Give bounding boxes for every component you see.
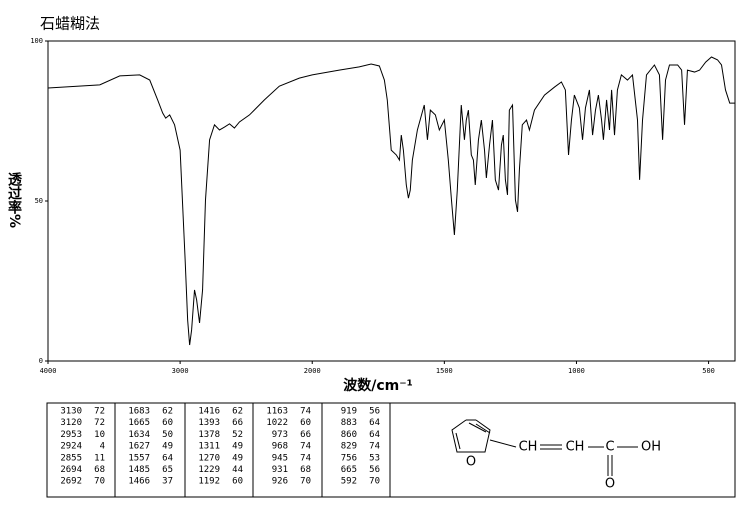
- peak-wavenumber: 1634: [128, 430, 150, 440]
- x-tick-label: 1000: [568, 367, 585, 375]
- peak-transmittance: 65: [162, 465, 173, 475]
- peak-wavenumber: 2694: [60, 465, 82, 475]
- chart-title: 石蜡糊法: [40, 15, 100, 33]
- peak-wavenumber: 1229: [198, 465, 220, 475]
- peak-wavenumber: 3120: [60, 418, 82, 428]
- peak-transmittance: 44: [232, 465, 243, 475]
- peak-transmittance: 66: [232, 418, 243, 428]
- peak-transmittance: 64: [369, 418, 380, 428]
- x-axis-label: 波数/cm⁻¹: [343, 377, 413, 394]
- peak-transmittance: 74: [369, 442, 380, 452]
- x-tick-label: 500: [702, 367, 715, 375]
- ring-bond: [455, 432, 461, 450]
- ring-bond: [475, 423, 491, 434]
- peak-wavenumber: 1683: [128, 407, 150, 417]
- peak-transmittance: 10: [94, 430, 105, 440]
- ring-bond: [451, 419, 491, 453]
- peak-wavenumber: 1163: [266, 407, 288, 417]
- peak-transmittance: 4: [100, 442, 105, 452]
- peak-wavenumber: 883: [341, 418, 357, 428]
- peak-transmittance: 64: [369, 430, 380, 440]
- y-tick-label: 100: [30, 37, 43, 45]
- x-tick-label: 4000: [40, 367, 57, 375]
- table-frame: [46, 402, 736, 498]
- peak-wavenumber: 592: [341, 477, 357, 487]
- peak-transmittance: 74: [300, 407, 311, 417]
- peak-wavenumber: 2924: [60, 442, 82, 452]
- peak-transmittance: 50: [162, 430, 173, 440]
- peak-transmittance: 62: [232, 407, 243, 417]
- peak-wavenumber: 860: [341, 430, 357, 440]
- x-tick-label: 2000: [304, 367, 321, 375]
- peak-wavenumber: 1416: [198, 407, 220, 417]
- peak-transmittance: 62: [162, 407, 173, 417]
- peak-transmittance: 49: [232, 442, 243, 452]
- peak-transmittance: 70: [300, 477, 311, 487]
- peak-wavenumber: 1311: [198, 442, 220, 452]
- ring-bond: [468, 422, 487, 433]
- peak-transmittance: 68: [94, 465, 105, 475]
- atom-label: O: [605, 477, 615, 492]
- peak-transmittance: 49: [162, 442, 173, 452]
- peak-transmittance: 74: [300, 442, 311, 452]
- peak-wavenumber: 665: [341, 465, 357, 475]
- peak-wavenumber: 1270: [198, 453, 220, 463]
- peak-wavenumber: 1466: [128, 477, 150, 487]
- atom-label: CH: [566, 440, 585, 455]
- atom-label: OH: [641, 440, 661, 455]
- peak-transmittance: 11: [94, 453, 105, 463]
- peak-wavenumber: 1485: [128, 465, 150, 475]
- peak-wavenumber: 1022: [266, 418, 288, 428]
- peak-transmittance: 66: [300, 430, 311, 440]
- peak-transmittance: 72: [94, 407, 105, 417]
- peak-transmittance: 68: [300, 465, 311, 475]
- peak-transmittance: 56: [369, 465, 380, 475]
- peak-wavenumber: 2692: [60, 477, 82, 487]
- peak-wavenumber: 1192: [198, 477, 220, 487]
- peak-wavenumber: 919: [341, 407, 357, 417]
- peak-wavenumber: 1378: [198, 430, 220, 440]
- atom-label: CH: [519, 440, 538, 455]
- peak-wavenumber: 3130: [60, 407, 82, 417]
- spectrum-line: [47, 56, 735, 346]
- peak-transmittance: 37: [162, 477, 173, 487]
- peak-wavenumber: 1393: [198, 418, 220, 428]
- peak-wavenumber: 1557: [128, 453, 150, 463]
- peak-wavenumber: 926: [272, 477, 288, 487]
- peak-wavenumber: 2855: [60, 453, 82, 463]
- peak-wavenumber: 1627: [128, 442, 150, 452]
- peak-wavenumber: 756: [341, 453, 357, 463]
- peak-transmittance: 49: [232, 453, 243, 463]
- structure: [451, 419, 638, 476]
- peak-wavenumber: 829: [341, 442, 357, 452]
- y-axis-label: 透过率%: [6, 172, 22, 228]
- peak-wavenumber: 945: [272, 453, 288, 463]
- x-tick-label: 1500: [436, 367, 453, 375]
- peak-wavenumber: 1665: [128, 418, 150, 428]
- peak-transmittance: 64: [162, 453, 173, 463]
- bond: [489, 439, 517, 448]
- atom-label: O: [466, 455, 476, 470]
- peak-wavenumber: 968: [272, 442, 288, 452]
- peak-wavenumber: 2953: [60, 430, 82, 440]
- peak-wavenumber: 931: [272, 465, 288, 475]
- peak-transmittance: 70: [94, 477, 105, 487]
- peak-transmittance: 52: [232, 430, 243, 440]
- peak-transmittance: 70: [369, 477, 380, 487]
- x-tick-label: 3000: [172, 367, 189, 375]
- peak-transmittance: 74: [300, 453, 311, 463]
- peak-transmittance: 60: [300, 418, 311, 428]
- peak-transmittance: 56: [369, 407, 380, 417]
- peak-transmittance: 53: [369, 453, 380, 463]
- atom-label: C: [605, 440, 614, 455]
- y-tick-label: 0: [39, 357, 43, 365]
- y-tick-label: 50: [35, 197, 43, 205]
- plot-frame: [47, 40, 736, 362]
- peak-transmittance: 72: [94, 418, 105, 428]
- peak-transmittance: 60: [232, 477, 243, 487]
- peak-transmittance: 60: [162, 418, 173, 428]
- peak-wavenumber: 973: [272, 430, 288, 440]
